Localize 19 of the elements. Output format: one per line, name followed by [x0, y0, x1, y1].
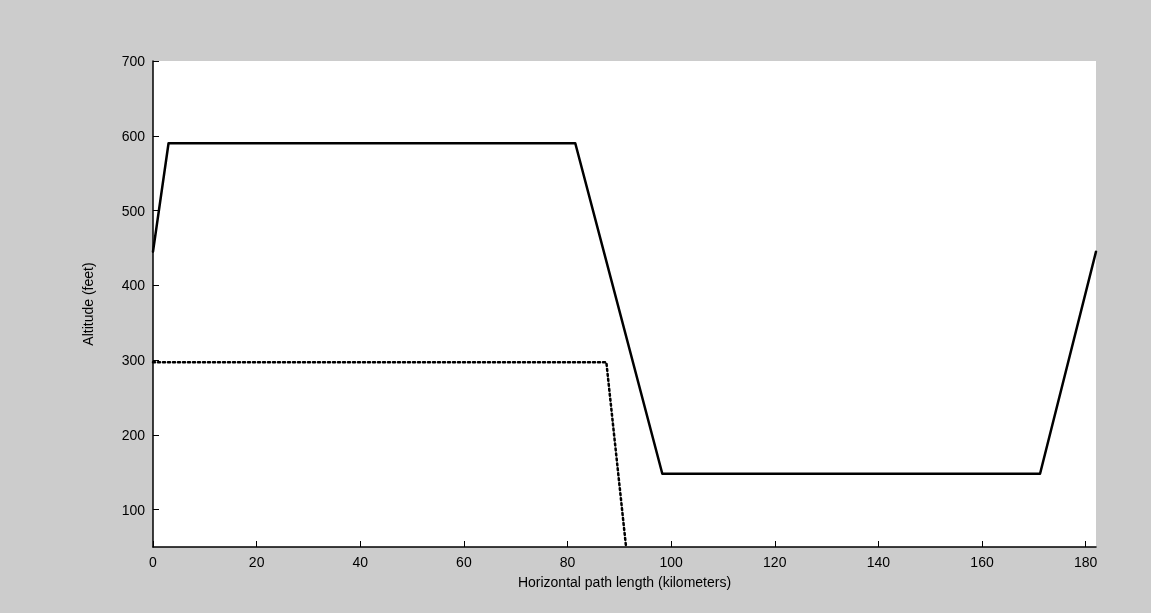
y-axis-title: Altitude (feet) [80, 262, 96, 346]
x-tick-label: 0 [149, 554, 158, 570]
x-tick-label: 20 [248, 554, 265, 570]
y-tick-label: 700 [121, 53, 146, 69]
x-tick-label: 180 [1073, 554, 1098, 570]
x-tick-label: 60 [456, 554, 472, 570]
y-tick-label: 600 [121, 127, 146, 144]
x-tick-label: 100 [659, 554, 684, 570]
x-tick-label: 120 [763, 554, 787, 570]
x-tick-label: 160 [970, 554, 994, 570]
y-tick-label: 100 [121, 501, 146, 518]
x-tick-label: 140 [866, 554, 891, 570]
y-tick-label: 200 [121, 426, 146, 443]
x-axis-title: Horizontal path length (kilometers) [517, 574, 732, 590]
y-tick-label: 500 [121, 202, 146, 219]
x-tick-label: 80 [559, 554, 576, 570]
x-tick-label: 40 [352, 554, 369, 570]
y-tick-label: 400 [121, 277, 146, 294]
y-tick-label: 300 [121, 352, 146, 369]
